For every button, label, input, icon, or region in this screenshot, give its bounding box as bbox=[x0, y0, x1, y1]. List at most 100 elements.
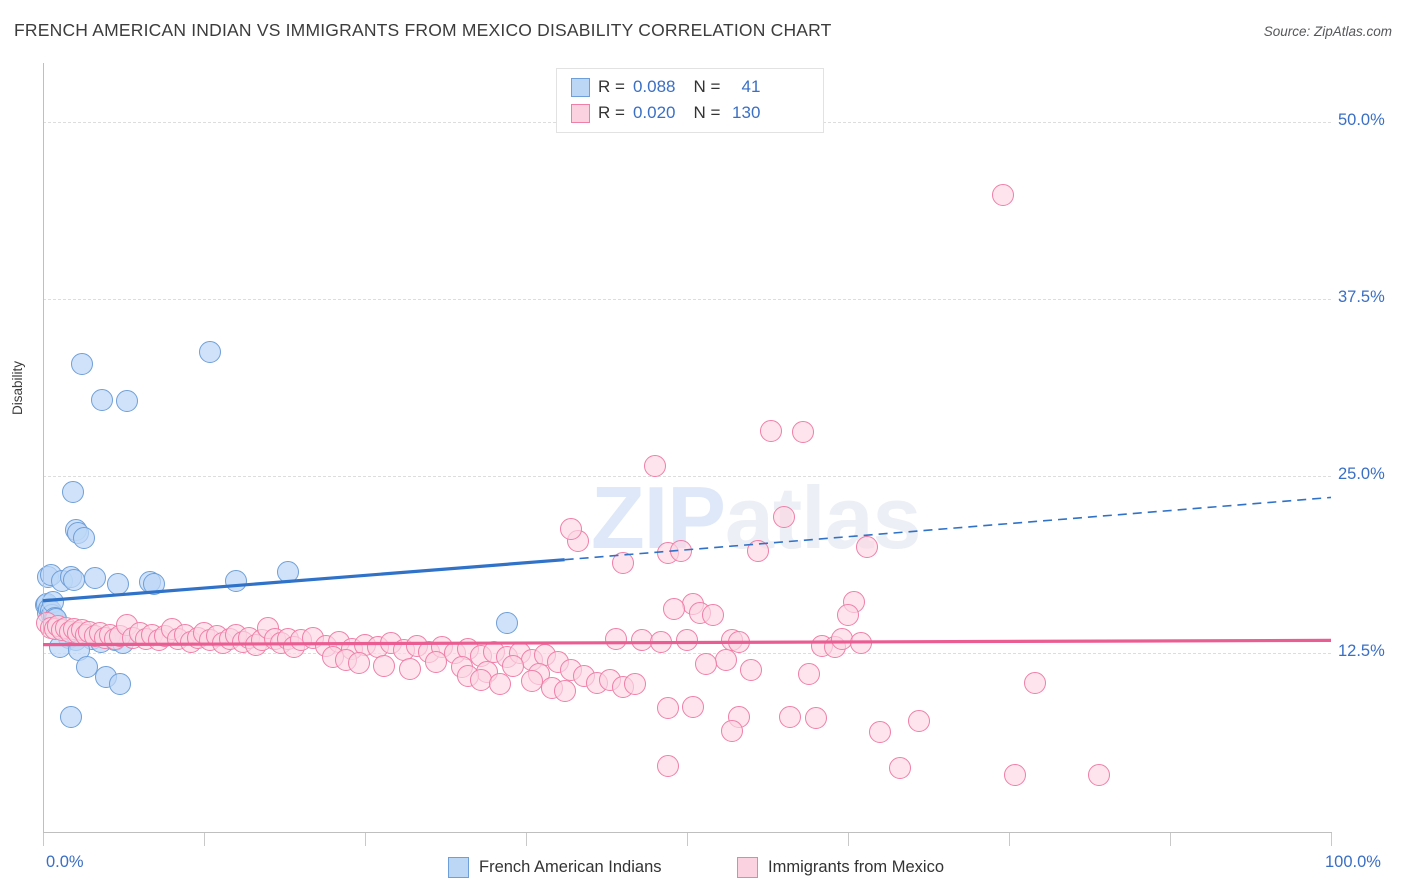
scatter-point[interactable] bbox=[650, 630, 673, 653]
scatter-point[interactable] bbox=[682, 695, 705, 718]
scatter-point[interactable] bbox=[695, 653, 718, 676]
r-label-pink: R = bbox=[598, 103, 625, 122]
legend-swatch-french-american-indians bbox=[448, 857, 469, 878]
scatter-point[interactable] bbox=[605, 627, 628, 650]
stats-legend-row-blue: R = 0.088 N = 41 bbox=[571, 74, 760, 100]
x-axis-line bbox=[43, 832, 1332, 833]
y-axis-line bbox=[43, 63, 44, 833]
legend-item-immigrants-from-mexico[interactable]: Immigrants from Mexico bbox=[737, 857, 944, 878]
x-axis-tick bbox=[526, 833, 527, 846]
scatter-point[interactable] bbox=[109, 673, 132, 696]
stats-legend: R = 0.088 N = 41 R = 0.020 N = 130 bbox=[556, 68, 824, 133]
x-axis-tick bbox=[848, 833, 849, 846]
source-attribution: Source: ZipAtlas.com bbox=[1263, 24, 1392, 39]
legend-swatch-pink bbox=[571, 103, 590, 123]
scatter-point[interactable] bbox=[73, 527, 96, 550]
scatter-point[interactable] bbox=[907, 710, 930, 733]
stats-legend-row-pink: R = 0.020 N = 130 bbox=[571, 100, 760, 126]
y-axis-label: 50.0% bbox=[1338, 111, 1385, 130]
scatter-point[interactable] bbox=[502, 654, 525, 677]
scatter-point[interactable] bbox=[1023, 671, 1046, 694]
scatter-point[interactable] bbox=[91, 388, 114, 411]
scatter-point[interactable] bbox=[656, 697, 679, 720]
scatter-point[interactable] bbox=[798, 663, 821, 686]
scatter-point[interactable] bbox=[115, 390, 138, 413]
scatter-point[interactable] bbox=[656, 755, 679, 778]
scatter-point[interactable] bbox=[663, 598, 686, 621]
scatter-point[interactable] bbox=[83, 567, 106, 590]
scatter-point[interactable] bbox=[373, 654, 396, 677]
scatter-point[interactable] bbox=[106, 572, 129, 595]
x-axis-tick bbox=[365, 833, 366, 846]
x-axis-tick bbox=[1009, 833, 1010, 846]
x-axis-label-min: 0.0% bbox=[46, 853, 84, 871]
scatter-point[interactable] bbox=[888, 756, 911, 779]
scatter-point[interactable] bbox=[276, 561, 299, 584]
x-axis-label-max: 100.0% bbox=[1325, 853, 1381, 871]
scatter-point[interactable] bbox=[624, 673, 647, 696]
scatter-point[interactable] bbox=[347, 652, 370, 674]
scatter-point[interactable] bbox=[779, 705, 802, 728]
gridline bbox=[43, 476, 1331, 478]
scatter-point[interactable] bbox=[61, 480, 84, 503]
scatter-point[interactable] bbox=[142, 572, 165, 595]
scatter-point[interactable] bbox=[721, 719, 744, 742]
scatter-point[interactable] bbox=[740, 659, 763, 682]
scatter-point[interactable] bbox=[60, 705, 83, 728]
scatter-point[interactable] bbox=[489, 673, 512, 696]
scatter-point[interactable] bbox=[759, 419, 782, 442]
r-value-pink: 0.020 bbox=[632, 103, 676, 122]
legend-swatch-immigrants-from-mexico bbox=[737, 857, 758, 878]
scatter-point[interactable] bbox=[643, 455, 666, 478]
scatter-point[interactable] bbox=[849, 632, 872, 655]
n-value-blue: 41 bbox=[741, 77, 761, 96]
r-label-blue: R = bbox=[598, 77, 625, 96]
n-value-pink: 130 bbox=[732, 103, 761, 122]
scatter-point[interactable] bbox=[70, 353, 93, 376]
n-label-pink: N = bbox=[693, 103, 721, 122]
scatter-point[interactable] bbox=[199, 340, 222, 363]
legend-label-immigrants-from-mexico: Immigrants from Mexico bbox=[768, 858, 945, 876]
y-axis-title: Disability bbox=[10, 360, 25, 415]
scatter-point[interactable] bbox=[611, 551, 634, 574]
scatter-point[interactable] bbox=[837, 603, 859, 626]
scatter-point[interactable] bbox=[791, 421, 814, 444]
scatter-point[interactable] bbox=[1088, 763, 1111, 786]
x-axis-tick bbox=[1170, 833, 1171, 846]
scatter-point[interactable] bbox=[701, 603, 724, 626]
scatter-point[interactable] bbox=[669, 540, 692, 563]
n-label-blue: N = bbox=[693, 77, 721, 96]
scatter-point[interactable] bbox=[830, 627, 853, 650]
x-axis-tick bbox=[1331, 833, 1332, 846]
scatter-point[interactable] bbox=[495, 612, 518, 635]
y-axis-label: 25.0% bbox=[1338, 465, 1385, 484]
page-title: FRENCH AMERICAN INDIAN VS IMMIGRANTS FRO… bbox=[14, 20, 832, 40]
legend-swatch-blue bbox=[571, 77, 590, 97]
scatter-point[interactable] bbox=[560, 517, 583, 540]
y-axis-label: 12.5% bbox=[1338, 642, 1385, 661]
scatter-point[interactable] bbox=[991, 183, 1014, 206]
x-axis-tick bbox=[204, 833, 205, 846]
x-axis-tick bbox=[43, 833, 44, 846]
scatter-point[interactable] bbox=[772, 506, 795, 529]
scatter-point[interactable] bbox=[62, 568, 85, 591]
plot-area: ZIPatlas bbox=[34, 63, 1331, 830]
gridline bbox=[43, 299, 1331, 301]
scatter-point[interactable] bbox=[553, 680, 576, 703]
gridline bbox=[43, 653, 1331, 655]
legend-item-french-american-indians[interactable]: French American Indians bbox=[448, 857, 662, 878]
r-value-blue: 0.088 bbox=[632, 77, 676, 96]
scatter-point[interactable] bbox=[225, 569, 248, 592]
scatter-point[interactable] bbox=[75, 656, 98, 679]
scatter-point[interactable] bbox=[424, 650, 447, 673]
scatter-point[interactable] bbox=[399, 657, 422, 680]
x-axis-tick bbox=[687, 833, 688, 846]
scatter-point[interactable] bbox=[869, 721, 892, 744]
scatter-point[interactable] bbox=[676, 629, 698, 652]
scatter-point[interactable] bbox=[1004, 763, 1027, 786]
legend-label-french-american-indians: French American Indians bbox=[479, 858, 662, 876]
scatter-point[interactable] bbox=[804, 707, 827, 730]
scatter-point[interactable] bbox=[746, 540, 769, 563]
scatter-point[interactable] bbox=[714, 649, 737, 672]
y-axis-label: 37.5% bbox=[1338, 288, 1385, 307]
